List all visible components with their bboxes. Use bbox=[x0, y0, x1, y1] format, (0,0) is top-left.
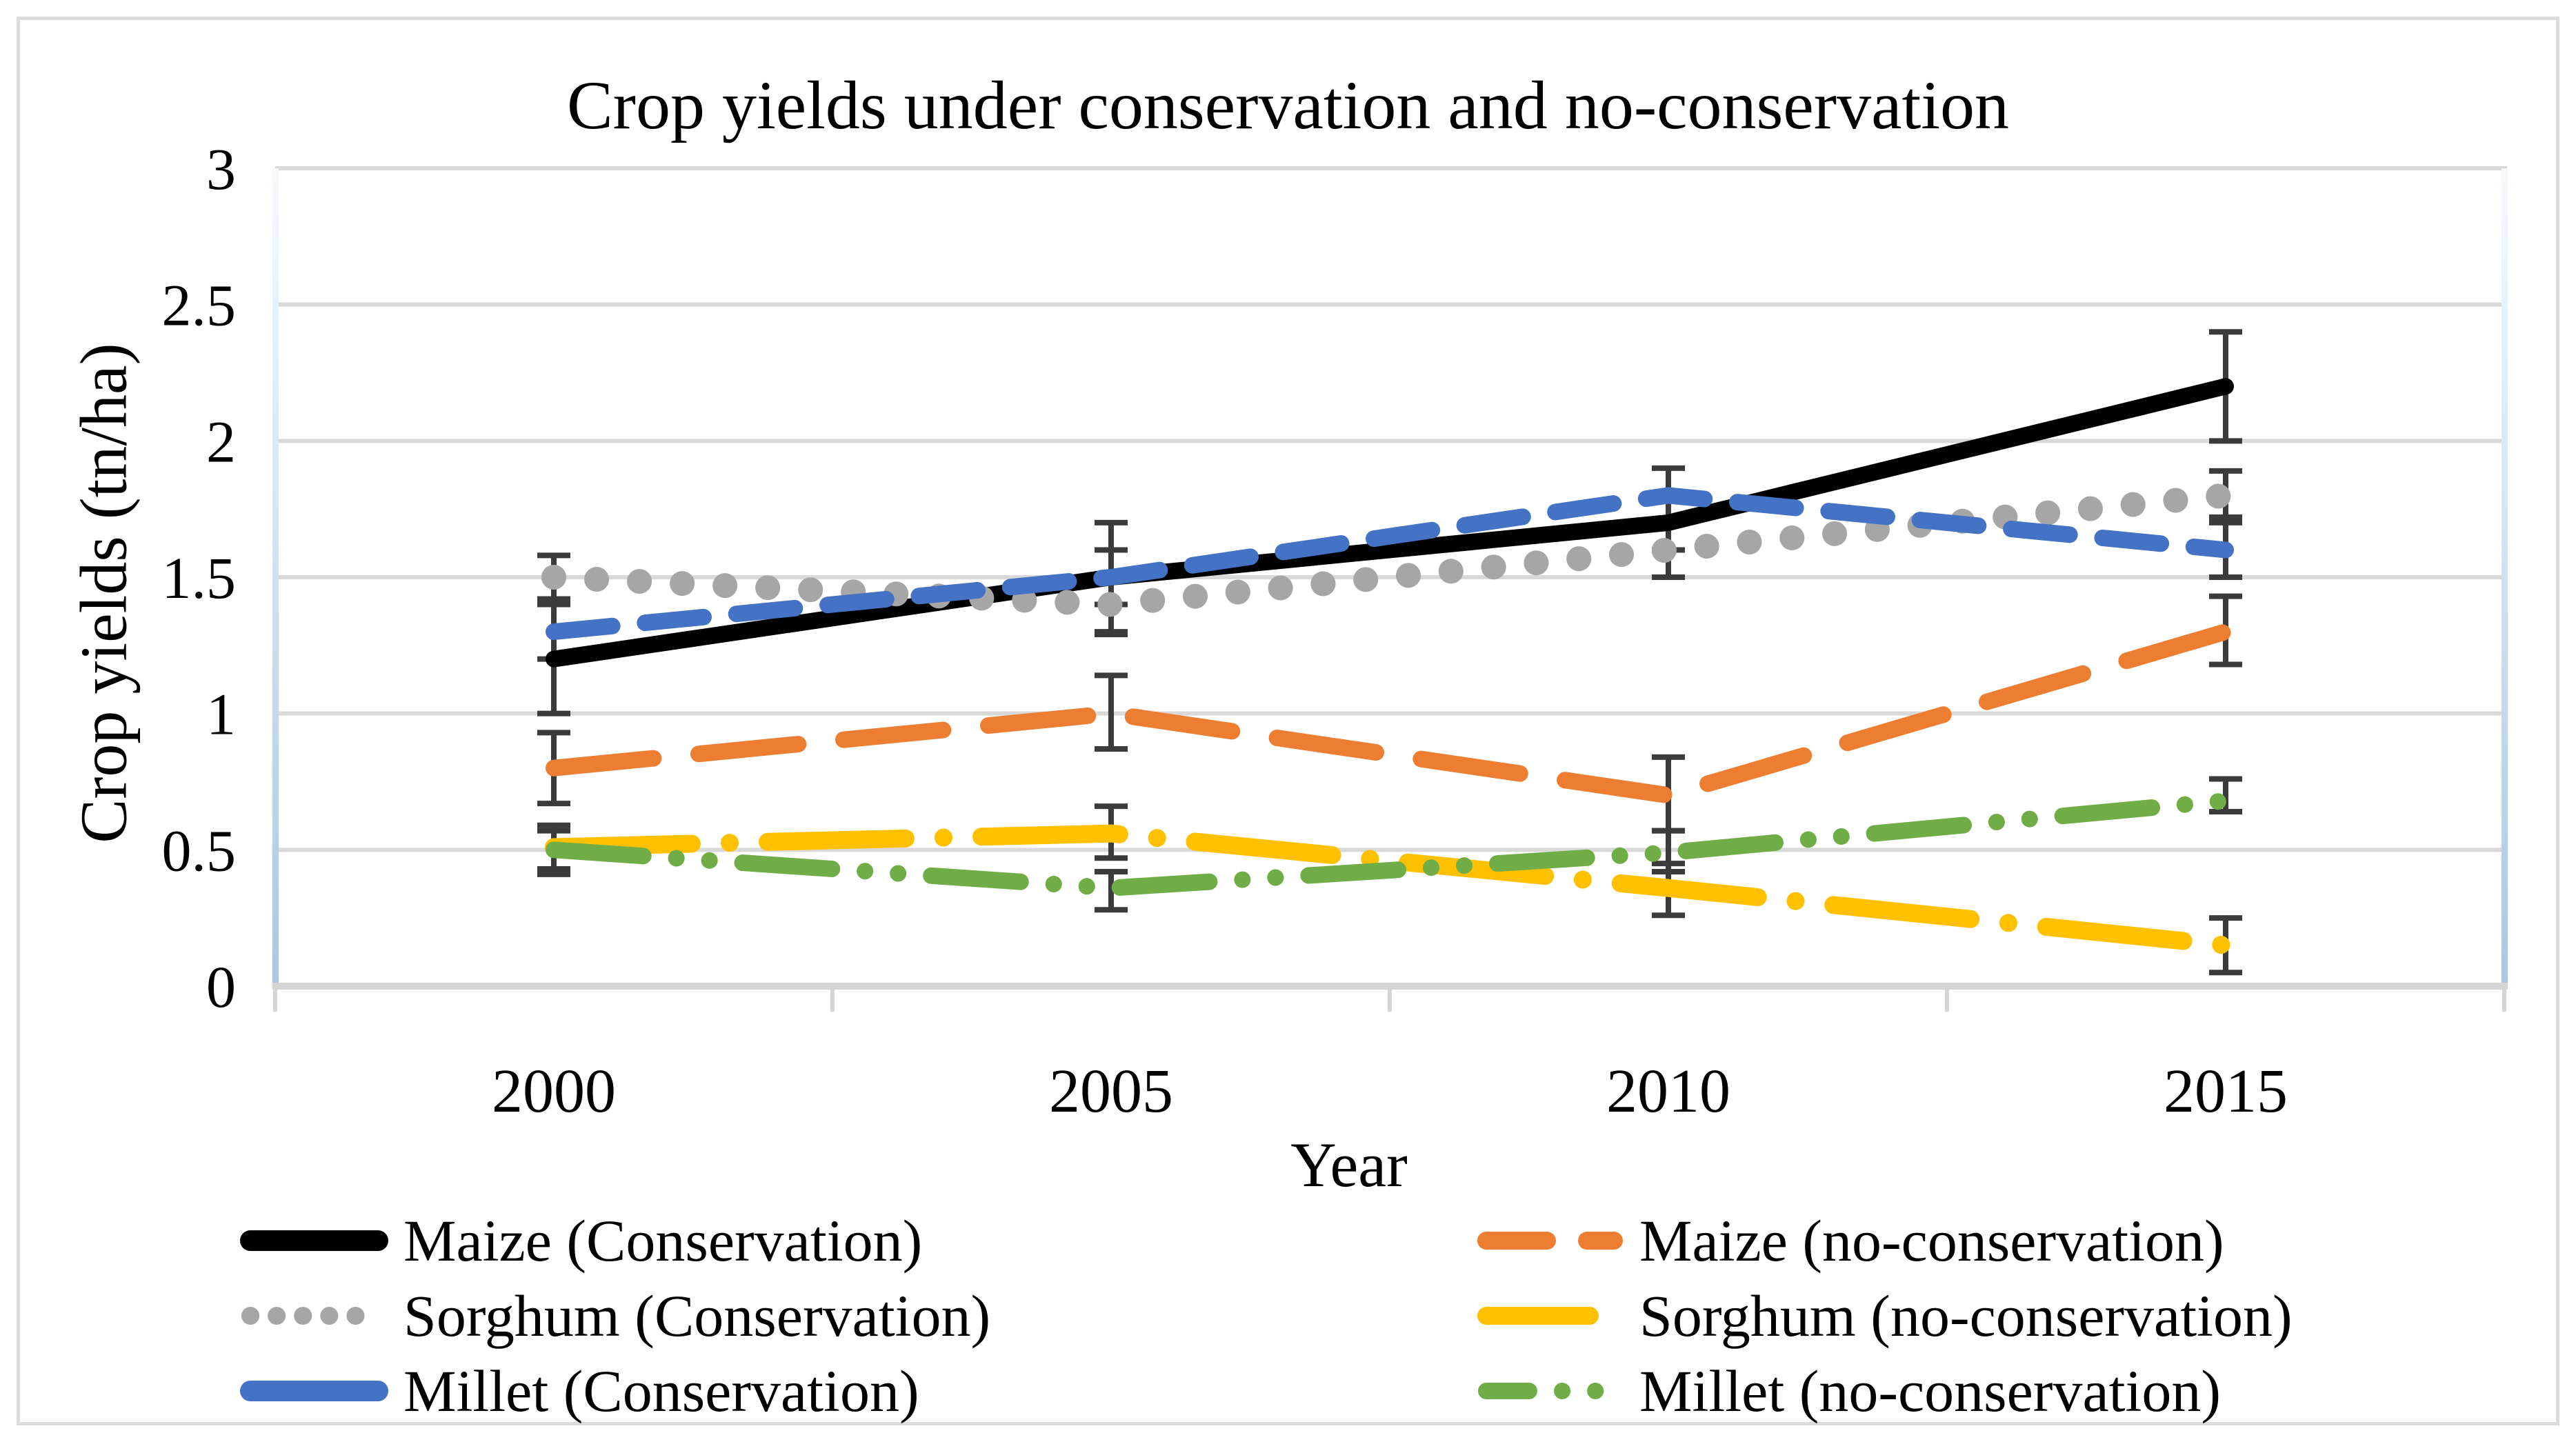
legend-item: Millet (Conservation) bbox=[240, 1353, 990, 1428]
y-tick-label: 0.5 bbox=[162, 817, 237, 883]
legend-item: Maize (Conservation) bbox=[240, 1203, 990, 1278]
plot-border-right bbox=[2502, 168, 2508, 986]
legend-column-no-conservation: Maize (no-conservation) Sorghum (no-conse… bbox=[1476, 1203, 2293, 1428]
legend-column-conservation: Maize (Conservation) Sorghum (Conservatio… bbox=[240, 1203, 990, 1428]
legend-label: Sorghum (Conservation) bbox=[403, 1282, 991, 1349]
legend-label: Maize (Conservation) bbox=[403, 1207, 923, 1274]
legend-swatch-icon bbox=[1477, 1306, 1623, 1325]
legend-swatch-icon bbox=[240, 1380, 388, 1401]
legend-item: Sorghum (Conservation) bbox=[240, 1278, 990, 1353]
y-tick-label: 2.5 bbox=[162, 272, 237, 339]
x-axis-title: Year bbox=[1290, 1130, 1408, 1200]
y-tick-label: 2 bbox=[206, 408, 236, 474]
y-tick-label: 0 bbox=[206, 954, 236, 1020]
x-tick-label: 2010 bbox=[1606, 1057, 1730, 1125]
legend-label: Millet (no-conservation) bbox=[1639, 1357, 2221, 1424]
legend-label: Maize (no-conservation) bbox=[1639, 1207, 2224, 1274]
chart-title: Crop yields under conservation and no-co… bbox=[566, 67, 2010, 143]
series-line-maize-no-conservation bbox=[546, 623, 2234, 804]
legend-swatch-icon bbox=[1477, 1231, 1623, 1250]
series-line-millet-no-conservation bbox=[546, 792, 2234, 897]
legend-swatch-icon bbox=[241, 1306, 387, 1325]
error-bar bbox=[1095, 868, 1128, 913]
legend-item: Millet (no-conservation) bbox=[1476, 1353, 2293, 1428]
y-tick-label: 3 bbox=[206, 136, 236, 202]
series-line-sorghum-no-conservation bbox=[545, 824, 2235, 954]
x-tick-label: 2000 bbox=[492, 1057, 616, 1125]
plot-border-left bbox=[272, 168, 279, 986]
error-bar bbox=[1095, 672, 1128, 752]
error-bar bbox=[1652, 828, 1685, 874]
figure-border bbox=[17, 17, 2559, 1425]
x-tick-label: 2015 bbox=[2164, 1057, 2288, 1125]
y-tick-label: 1.5 bbox=[162, 545, 237, 611]
legend-item: Maize (no-conservation) bbox=[1476, 1203, 2293, 1278]
legend-swatch-icon bbox=[240, 1230, 388, 1251]
y-axis-title: Crop yields (tn/ha) bbox=[66, 343, 141, 843]
legend-item: Sorghum (no-conservation) bbox=[1476, 1278, 2293, 1353]
y-tick-label: 1 bbox=[206, 681, 236, 748]
legend-label: Sorghum (no-conservation) bbox=[1639, 1282, 2293, 1349]
series-line-millet-conservation bbox=[546, 487, 2234, 641]
x-tick-label: 2005 bbox=[1049, 1057, 1173, 1125]
legend-label: Millet (Conservation) bbox=[403, 1357, 919, 1424]
series-line-maize-conservation bbox=[546, 378, 2234, 668]
legend-swatch-icon bbox=[1478, 1382, 1622, 1399]
error-bar bbox=[2209, 776, 2242, 814]
